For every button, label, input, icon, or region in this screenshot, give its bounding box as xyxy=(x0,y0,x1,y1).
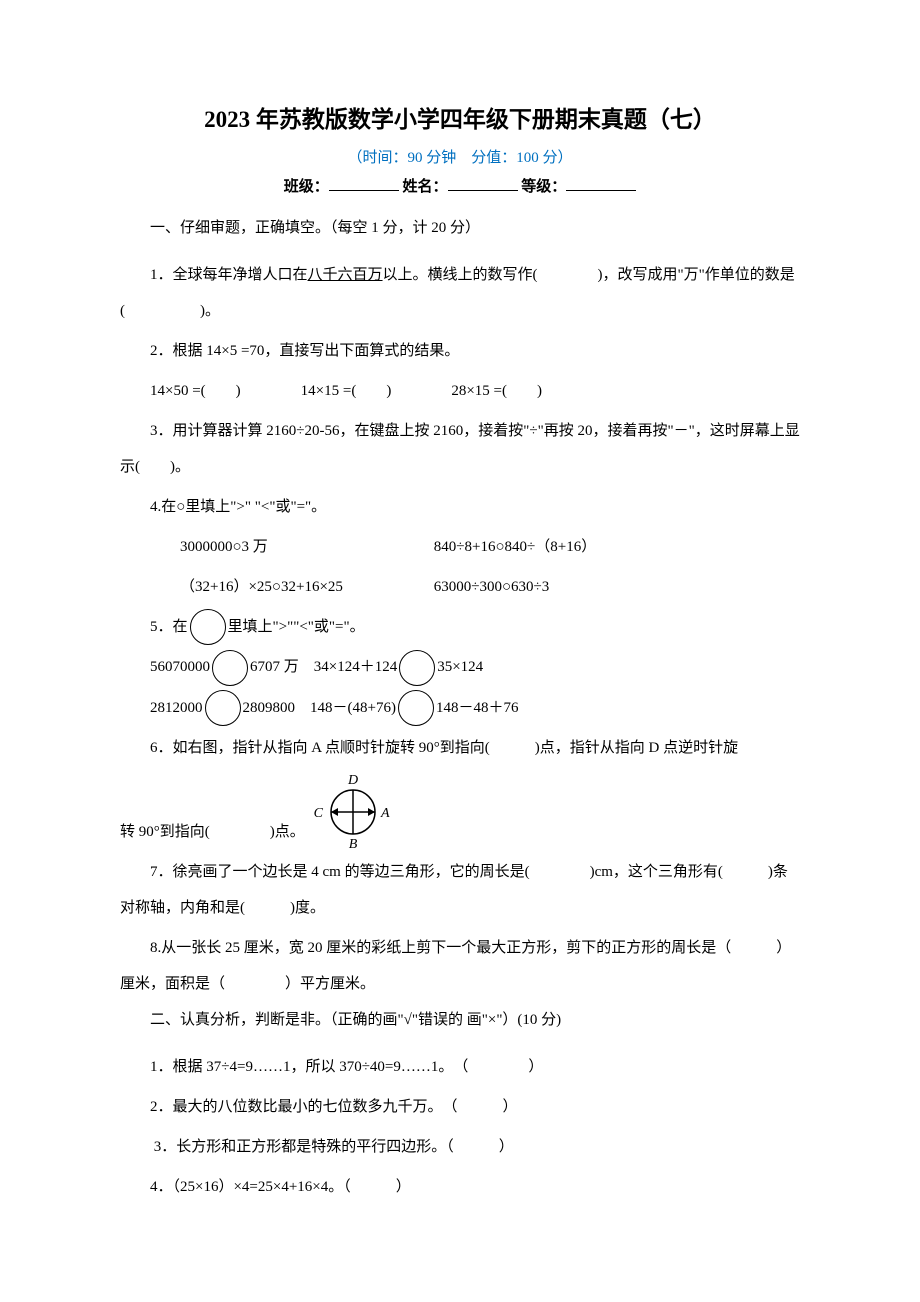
circle-icon xyxy=(212,650,248,686)
s2-q3-text: 3．长方形和正方形都是特殊的平行四边形。（ ） xyxy=(154,1139,514,1155)
page-subtitle: （时间：90 分钟 分值：100 分） xyxy=(120,146,800,167)
q8-text: 8.从一张长 25 厘米，宽 20 厘米的彩纸上剪下一个最大正方形，剪下的正方形… xyxy=(120,930,800,1002)
class-label: 班级： xyxy=(284,179,329,195)
circle-icon xyxy=(398,690,434,726)
section2-head: 二、认真分析，判断是非。（正确的画"√"错误的 画"×"）(10 分) xyxy=(120,1006,800,1035)
q5-r2b: 2809800 148－(48+76) xyxy=(243,700,396,716)
q5-row1: 56070000 6707 万 34×124＋124 35×124 xyxy=(120,649,800,686)
q6-b: 转 90°到指向( )点。 xyxy=(120,814,305,850)
q7-text: 7．徐亮画了一个边长是 4 cm 的等边三角形，它的周长是( )cm，这个三角形… xyxy=(120,854,800,926)
q5-a: 5．在 xyxy=(150,619,188,635)
grade-label: 等级： xyxy=(521,179,566,195)
q5-b: 里填上">""<"或"="。 xyxy=(228,619,365,635)
class-blank xyxy=(329,190,399,191)
q5-r1b: 6707 万 34×124＋124 xyxy=(250,659,397,675)
q4-r1a: 3000000○3 万 xyxy=(150,529,430,565)
q1-text-a: 1．全球每年净增人口在 xyxy=(150,267,308,283)
grade-blank xyxy=(566,190,636,191)
q4: 4.在○里填上">" "<"或"="。 xyxy=(120,489,800,525)
q2: 2．根据 14×5 =70，直接写出下面算式的结果。 xyxy=(120,333,800,369)
q1: 1．全球每年净增人口在八千六百万以上。横线上的数写作( )，改写成用"万"作单位… xyxy=(120,257,800,329)
q4-row2: （32+16）×25○32+16×25 63000÷300○630÷3 xyxy=(120,569,800,605)
svg-text:A: A xyxy=(380,806,390,821)
circle-icon xyxy=(205,690,241,726)
q5-r2a: 2812000 xyxy=(150,700,203,716)
q5-r1c: 35×124 xyxy=(437,659,483,675)
compass-diagram: D A B C xyxy=(313,770,393,850)
name-label: 姓名： xyxy=(402,179,447,195)
info-line: 班级： 姓名： 等级： xyxy=(120,175,800,196)
q3: 3．用计算器计算 2160÷20-56，在键盘上按 2160，接着按"÷"再按 … xyxy=(120,413,800,485)
s2-q1: 1．根据 37÷4=9……1，所以 370÷40=9……1。 （ ） xyxy=(120,1049,800,1085)
svg-text:B: B xyxy=(348,837,357,850)
q5-r2c: 148－48＋76 xyxy=(436,700,519,716)
svg-text:D: D xyxy=(347,773,358,788)
q5-r1a: 56070000 xyxy=(150,659,210,675)
q3-text: 3．用计算器计算 2160÷20-56，在键盘上按 2160，接着按"÷"再按 … xyxy=(120,413,800,485)
s2-q2: 2．最大的八位数比最小的七位数多九千万。 （ ） xyxy=(120,1089,800,1125)
circle-icon xyxy=(399,650,435,686)
q5-row2: 2812000 2809800 148－(48+76) 148－48＋76 xyxy=(120,690,800,727)
q4-r2b: 63000÷300○630÷3 xyxy=(434,579,550,595)
q4-r1b: 840÷8+16○840÷（8+16） xyxy=(434,539,596,555)
q7: 7．徐亮画了一个边长是 4 cm 的等边三角形，它的周长是( )cm，这个三角形… xyxy=(120,854,800,926)
q6-line1: 6．如右图，指针从指向 A 点顺时针旋转 90°到指向( )点，指针从指向 D … xyxy=(120,730,800,766)
svg-text:C: C xyxy=(313,806,323,821)
s2-q3: 3．长方形和正方形都是特殊的平行四边形。（ ） xyxy=(120,1129,800,1165)
q2-items: 14×50 =( ) 14×15 =( ) 28×15 =( ) xyxy=(120,373,800,409)
q4-r2a: （32+16）×25○32+16×25 xyxy=(150,569,430,605)
q4-row1: 3000000○3 万 840÷8+16○840÷（8+16） xyxy=(120,529,800,565)
s2-q4: 4．（25×16）×4=25×4+16×4。（ ） xyxy=(120,1169,800,1205)
circle-icon xyxy=(190,609,226,645)
q8: 8.从一张长 25 厘米，宽 20 厘米的彩纸上剪下一个最大正方形，剪下的正方形… xyxy=(120,930,800,1002)
q5-head: 5．在 里填上">""<"或"="。 xyxy=(120,609,800,646)
name-blank xyxy=(448,190,518,191)
q6-line2: 转 90°到指向( )点。 D A B C xyxy=(120,770,800,850)
q1-underline: 八千六百万 xyxy=(308,267,383,283)
page-title: 2023 年苏教版数学小学四年级下册期末真题（七） xyxy=(120,100,800,134)
section1-head: 一、仔细审题，正确填空。（每空 1 分，计 20 分） xyxy=(120,214,800,243)
